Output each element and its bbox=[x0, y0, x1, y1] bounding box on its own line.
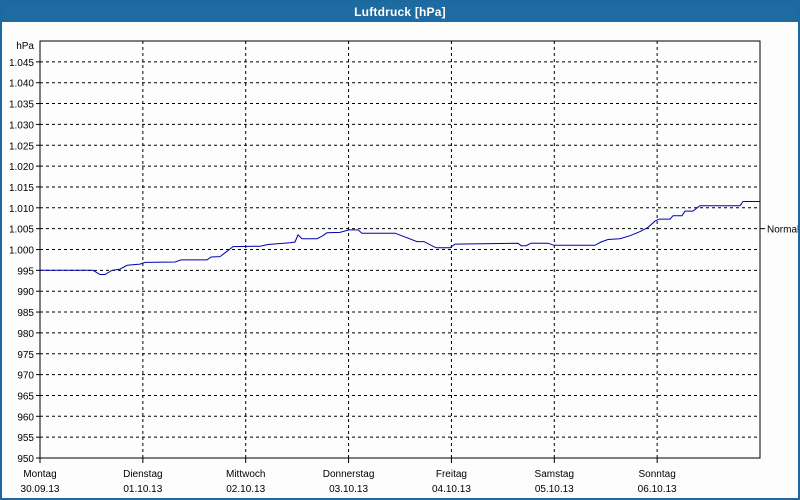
y-tick-label: 1.045 bbox=[9, 58, 34, 69]
y-tick-label: 1.020 bbox=[9, 162, 34, 173]
y-tick-label: 990 bbox=[17, 287, 34, 298]
y-tick-label: 995 bbox=[17, 266, 34, 277]
normal-label: Normal bbox=[767, 225, 798, 236]
x-day-name-label: Dienstag bbox=[123, 469, 162, 480]
y-tick-label: 1.005 bbox=[9, 225, 34, 236]
y-tick-label: 1.030 bbox=[9, 120, 34, 131]
x-day-name-label: Donnerstag bbox=[323, 469, 375, 480]
y-tick-label: 970 bbox=[17, 371, 34, 382]
pressure-chart: 950 955 960 965 970 975 980 985 990 995 1.000 1.005… bbox=[9, 40, 798, 495]
x-day-name-label: Montag bbox=[23, 469, 56, 480]
y-tick-label: 1.010 bbox=[9, 204, 34, 215]
x-day-date-label: 30.09.13 bbox=[21, 484, 60, 495]
y-tick-label: 1.025 bbox=[9, 141, 34, 152]
x-day-name-label: Mittwoch bbox=[226, 469, 265, 480]
y-tick-label: 955 bbox=[17, 433, 34, 444]
y-tick-label: 950 bbox=[17, 454, 34, 465]
y-tick-label: 960 bbox=[17, 412, 34, 423]
y-tick-label: 1.040 bbox=[9, 79, 34, 90]
x-day-date-label: 02.10.13 bbox=[226, 484, 265, 495]
x-day-name-label: Sonntag bbox=[639, 469, 676, 480]
x-day-date-label: 01.10.13 bbox=[123, 484, 162, 495]
x-day-date-label: 03.10.13 bbox=[329, 484, 368, 495]
title-bar: Luftdruck [hPa] bbox=[2, 2, 798, 22]
y-tick-label: 980 bbox=[17, 329, 34, 340]
y-tick-label: 1.035 bbox=[9, 100, 34, 111]
x-day-date-label: 05.10.13 bbox=[535, 484, 574, 495]
x-day-name-label: Samstag bbox=[535, 469, 574, 480]
y-tick-label: 1.000 bbox=[9, 246, 34, 257]
window-title: Luftdruck [hPa] bbox=[354, 5, 446, 19]
y-axis-unit-label: hPa bbox=[16, 41, 34, 52]
data-line bbox=[40, 201, 760, 275]
x-day-name-label: Freitag bbox=[436, 469, 467, 480]
x-day-date-label: 04.10.13 bbox=[432, 484, 471, 495]
x-day-date-label: 06.10.13 bbox=[638, 484, 677, 495]
y-tick-label: 1.015 bbox=[9, 183, 34, 194]
y-tick-label: 965 bbox=[17, 391, 34, 402]
y-tick-label: 975 bbox=[17, 350, 34, 361]
chart-area: 950 955 960 965 970 975 980 985 990 995 1.000 1.005… bbox=[2, 22, 798, 498]
y-tick-label: 985 bbox=[17, 308, 34, 319]
